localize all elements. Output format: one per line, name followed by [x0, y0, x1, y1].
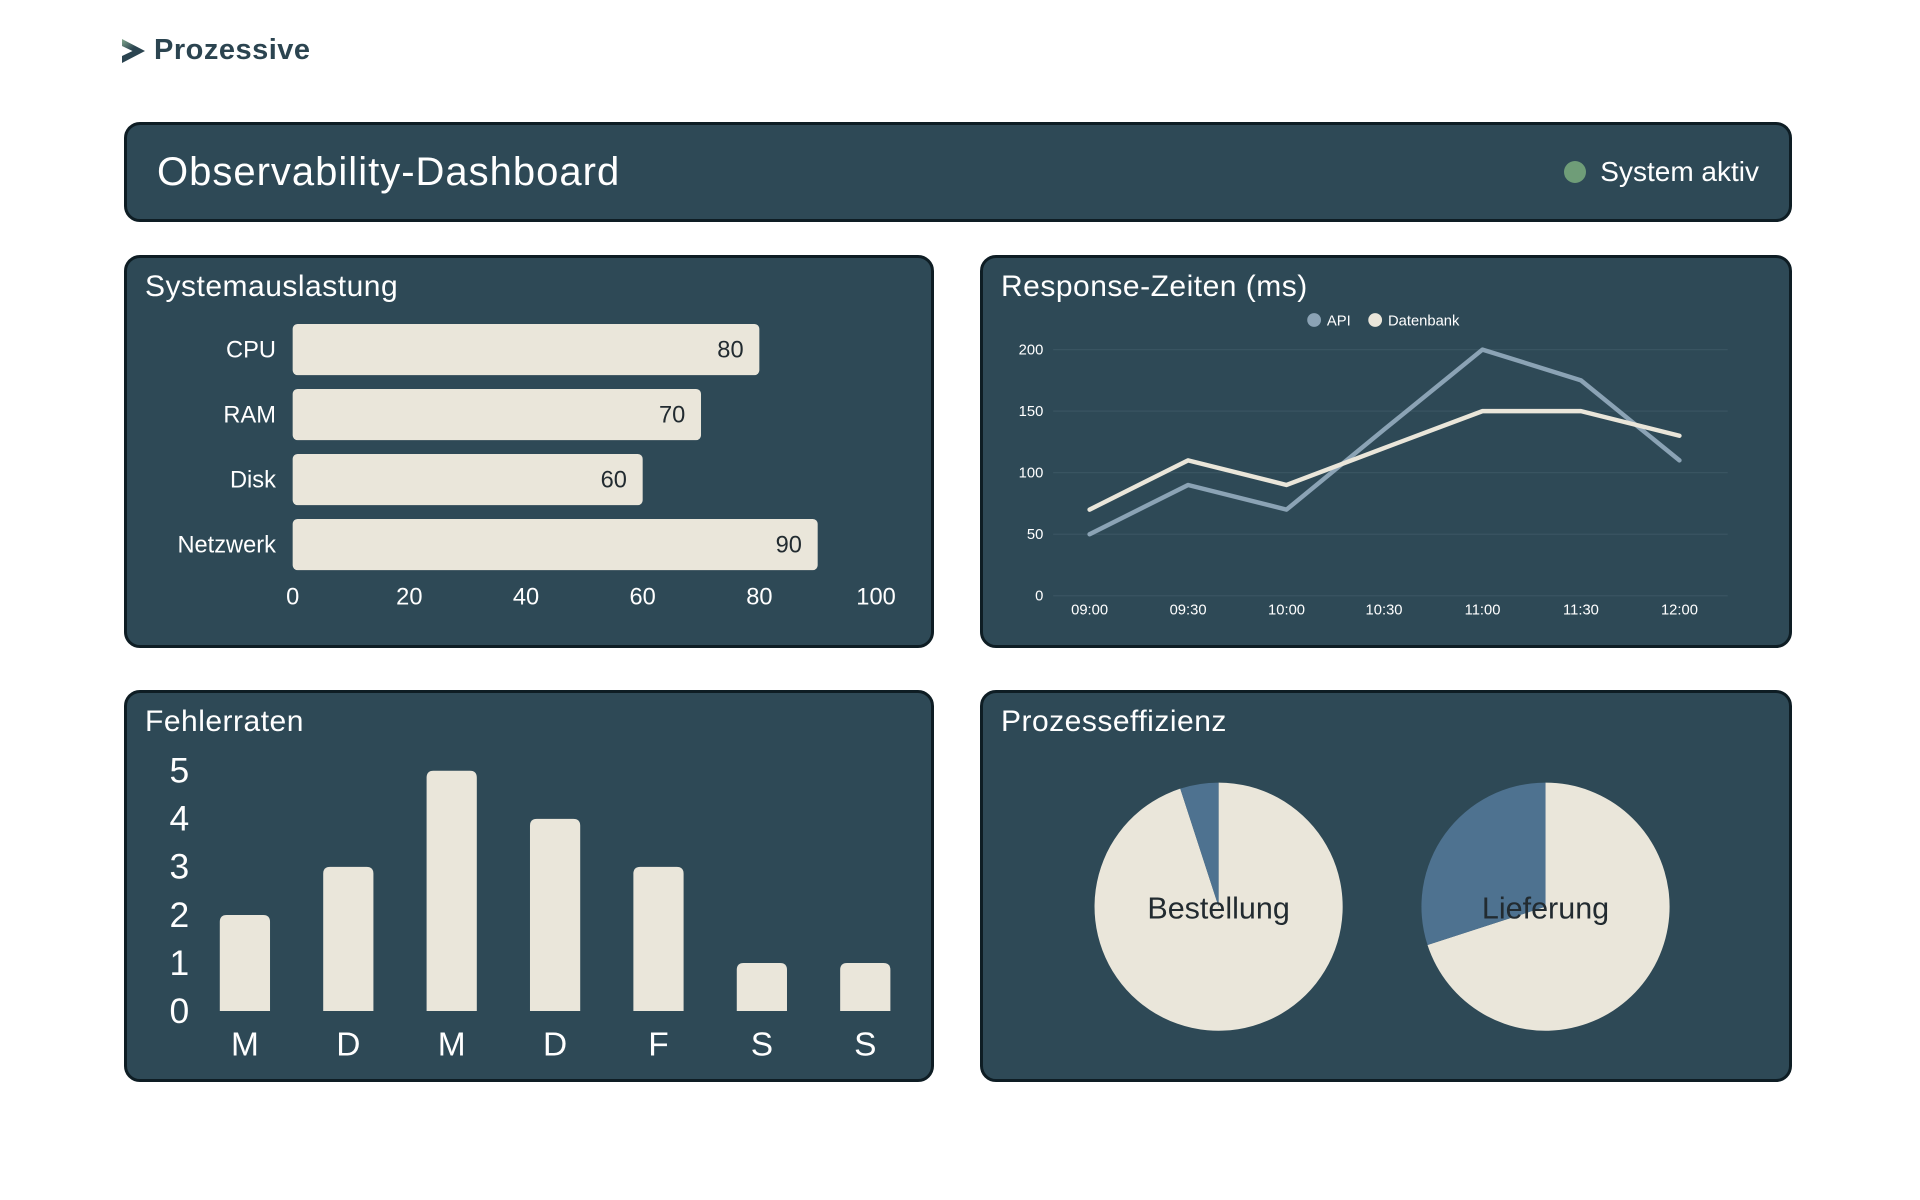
x-axis-tick: 09:30: [1170, 602, 1207, 618]
legend-label: API: [1327, 313, 1351, 329]
y-axis-tick: 150: [1019, 404, 1044, 420]
bar-value-label: 70: [659, 402, 685, 428]
x-axis-tick: D: [543, 1026, 567, 1063]
app-logo: Prozessive: [118, 34, 311, 67]
y-axis-tick: 0: [1035, 589, 1043, 605]
y-axis-tick: 50: [1027, 527, 1043, 543]
status-dot-icon: [1564, 161, 1587, 183]
line-series-datenbank: [1087, 408, 1682, 512]
v-bar-6: [840, 963, 891, 1012]
y-axis-tick: 3: [170, 847, 190, 887]
x-axis-tick: S: [854, 1026, 876, 1063]
v-bar-4: [633, 866, 684, 1012]
x-axis-tick: 12:00: [1661, 602, 1698, 618]
category-label: CPU: [226, 337, 276, 363]
chevron-logo-icon: [122, 38, 145, 63]
h-bar-disk: [292, 453, 643, 506]
panel-process-efficiency: Prozesseffizienz Bestellung Lieferung: [980, 690, 1792, 1082]
process-efficiency-pie-charts: Bestellung Lieferung: [1094, 782, 1670, 1031]
x-axis-tick: 40: [513, 585, 539, 611]
y-axis-tick: 100: [1019, 466, 1044, 482]
system-status: System aktiv: [1564, 156, 1759, 188]
legend-dot-icon: [1368, 313, 1383, 327]
x-axis-tick: 11:30: [1563, 602, 1599, 618]
y-axis-tick: 5: [170, 751, 190, 791]
dashboard-titlebar: Observability-Dashboard System aktiv: [124, 122, 1792, 222]
error-rates-bar-chart: 5 4 3 2 1 0 M D M D F S S: [170, 751, 891, 1063]
x-axis-tick: 80: [746, 585, 772, 611]
y-axis-tick: 200: [1019, 343, 1044, 359]
category-label: Netzwerk: [177, 532, 276, 558]
x-axis-tick: 10:00: [1268, 602, 1305, 618]
x-axis-tick: 60: [630, 585, 656, 611]
v-bar-1: [323, 866, 374, 1012]
x-axis-tick: D: [336, 1026, 360, 1063]
x-axis-tick: 0: [286, 585, 299, 611]
pie-slice: [1094, 782, 1343, 1031]
panel-title-process-efficiency: Prozesseffizienz: [1001, 705, 1227, 738]
panel-title-response-times: Response-Zeiten (ms): [1001, 270, 1308, 303]
pie-label: Lieferung: [1482, 891, 1609, 925]
pie-slice: [1180, 782, 1219, 907]
panel-error-rates: Fehlerraten 5 4 3 2 1 0 M D M D F S S: [124, 690, 934, 1082]
pie-label: Bestellung: [1147, 891, 1290, 925]
bar-value-label: 60: [601, 467, 627, 493]
category-label: Disk: [230, 467, 276, 493]
system-load-bar-chart: CPU 80 RAM 70 Disk 60 Netzwerk 90 0 20 40 60 80 100: [177, 323, 896, 611]
y-axis-tick: 2: [170, 895, 190, 935]
x-axis-tick: 10:30: [1366, 602, 1403, 618]
h-bar-netzwerk: [292, 518, 818, 571]
panel-title-error-rates: Fehlerraten: [145, 705, 304, 738]
panel-system-load: Systemauslastung CPU 80 RAM 70 Disk 60 Netzwer…: [124, 255, 934, 648]
y-axis-tick: 1: [170, 943, 190, 983]
y-axis-tick: 0: [170, 991, 190, 1031]
response-times-line-chart: 0 50 100 150 200 09:00 09:30 10:00 10:30 11:00 11:…: [1019, 313, 1728, 618]
panel-response-times: Response-Zeiten (ms) 0 50 100 150 200 09:00 09…: [980, 255, 1792, 648]
v-bar-0: [219, 914, 271, 1012]
legend-dot-icon: [1307, 313, 1322, 327]
x-axis-tick: S: [751, 1026, 773, 1063]
x-axis-tick: M: [231, 1026, 259, 1063]
status-label: System aktiv: [1600, 156, 1759, 187]
v-bar-5: [736, 963, 787, 1012]
page-title: Observability-Dashboard: [157, 149, 621, 194]
panel-title-system-load: Systemauslastung: [145, 270, 399, 303]
x-axis-tick: 11:00: [1465, 602, 1501, 618]
x-axis-tick: F: [648, 1026, 668, 1063]
x-axis-tick: 20: [396, 585, 422, 611]
line-series-api: [1087, 347, 1682, 537]
y-axis-tick: 4: [170, 799, 190, 839]
h-bar-ram: [292, 388, 702, 441]
x-axis-tick: M: [438, 1026, 466, 1063]
pie-slice: [1427, 782, 1670, 1031]
h-bar-cpu: [292, 323, 760, 376]
category-label: RAM: [223, 402, 276, 428]
bar-value-label: 90: [776, 532, 802, 558]
v-bar-2: [426, 770, 477, 1012]
legend-label: Datenbank: [1388, 313, 1460, 329]
x-axis-tick: 100: [856, 585, 895, 611]
x-axis-tick: 09:00: [1071, 602, 1108, 618]
logo-text: Prozessive: [154, 34, 311, 66]
v-bar-3: [529, 818, 581, 1012]
pie-slice: [1421, 782, 1546, 946]
bar-value-label: 80: [717, 337, 743, 363]
